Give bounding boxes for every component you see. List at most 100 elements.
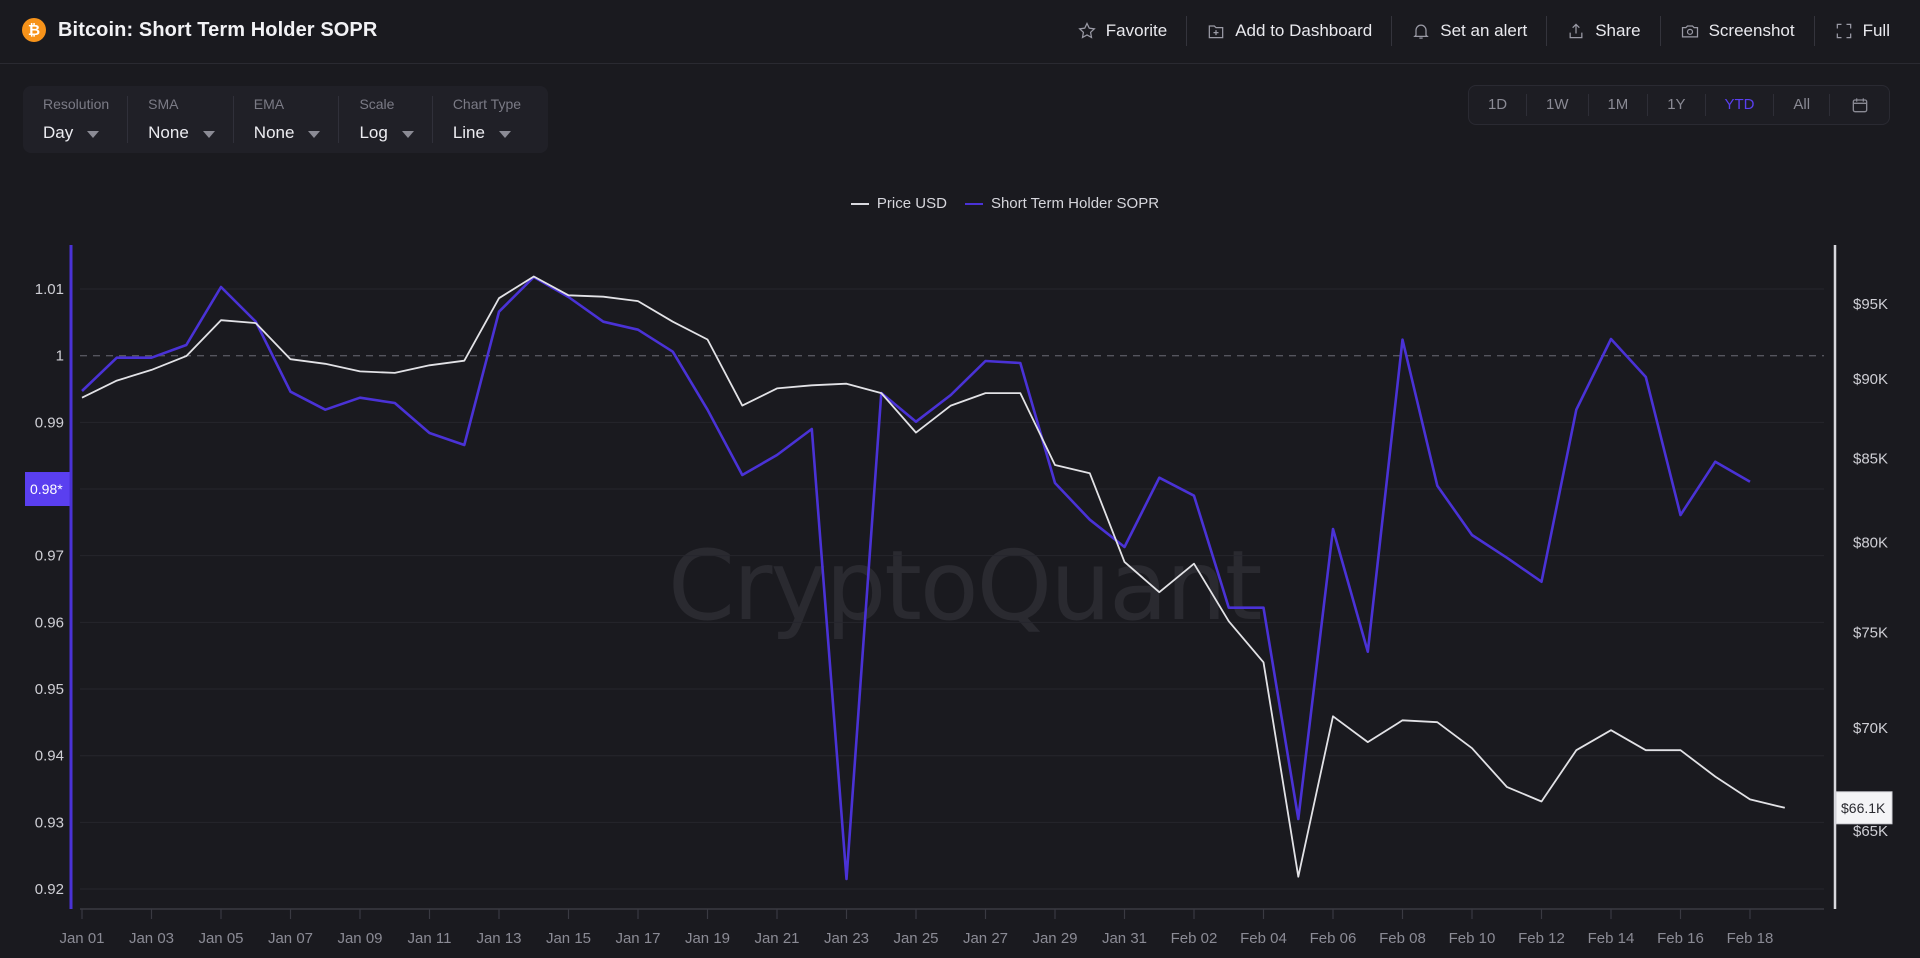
chevron-down-icon [87, 130, 100, 138]
set-alert-button[interactable]: Set an alert [1391, 16, 1546, 46]
resolution-label: Resolution [43, 96, 110, 112]
fullscreen-icon [1836, 23, 1851, 39]
right-axis-tick-label: $70K [1853, 720, 1888, 737]
date-picker-button[interactable] [1829, 94, 1889, 116]
chevron-down-icon [308, 130, 321, 138]
fullscreen-button[interactable]: Full [1813, 16, 1890, 46]
range-1m[interactable]: 1M [1587, 94, 1648, 116]
sma-label: SMA [148, 96, 179, 112]
left-axis-tick-label: 0.95 [35, 681, 64, 698]
chevron-down-icon [401, 130, 414, 138]
last-price-badge [1835, 791, 1893, 825]
x-axis-tick-label: Feb 12 [1518, 930, 1565, 947]
right-axis-tick-label: $85K [1853, 450, 1888, 467]
x-axis-tick-label: Jan 09 [337, 930, 382, 947]
sma-value: None [148, 123, 189, 142]
sopr-swatch [964, 202, 983, 205]
resolution-value: Day [43, 123, 74, 142]
last-price-label: $66.1K [1841, 800, 1886, 816]
axes: 1.01 1 0.99 0.98* 0.97 0.96 0.95 0.94 0.93 0.92 $9… [25, 245, 1893, 947]
left-axis-tick-label: 0.99 [35, 414, 64, 431]
legend-item-price[interactable]: Price USD [850, 195, 947, 212]
left-axis-tick-label: 0.97 [35, 548, 64, 565]
chevron-down-icon [202, 130, 215, 138]
add-to-dashboard-label: Add to Dashboard [1235, 21, 1373, 40]
x-axis-tick-label: Jan 03 [129, 930, 174, 947]
sopr-line [81, 275, 1751, 881]
left-axis-current-value: 0.98* [30, 481, 63, 497]
x-axis-tick-label: Jan 13 [476, 930, 521, 947]
range-1d[interactable]: 1D [1487, 96, 1508, 113]
share-button[interactable]: Share [1546, 16, 1659, 46]
favorite-label: Favorite [1105, 21, 1168, 40]
ema-label: EMA [253, 96, 285, 112]
x-axis-tick-label: Feb 02 [1171, 930, 1218, 947]
x-axis-tick-label: Feb 10 [1449, 930, 1496, 947]
chart-type-value: Line [452, 123, 485, 142]
x-axis-tick-label: Feb 04 [1240, 930, 1287, 947]
range-1y[interactable]: 1Y [1647, 94, 1704, 116]
price-line [81, 275, 1786, 878]
scale-value: Log [359, 123, 388, 142]
x-axis-tick-label: Jan 01 [59, 930, 104, 947]
left-axis-tick-label: 1 [56, 348, 64, 365]
screenshot-label: Screenshot [1708, 21, 1795, 40]
range-all[interactable]: All [1773, 94, 1829, 116]
header-actions: Favorite Add to Dashboard Set an alert S… [1058, 14, 1890, 48]
title-wrap: ₿ Bitcoin: Short Term Holder SOPR [22, 18, 377, 42]
right-axis-tick-label: $80K [1853, 535, 1888, 552]
range-ytd[interactable]: YTD [1704, 94, 1774, 116]
chart-type-label: Chart Type [452, 96, 522, 112]
chart-legend: Price USD Short Term Holder SOPR [0, 195, 1920, 212]
legend-item-sopr[interactable]: Short Term Holder SOPR [964, 195, 1160, 212]
x-axis-tick-label: Jan 27 [963, 930, 1008, 947]
range-1w[interactable]: 1W [1526, 94, 1587, 116]
x-axis-tick-label: Jan 31 [1102, 930, 1147, 947]
share-icon [1569, 23, 1583, 39]
current-value-badge [25, 472, 71, 507]
scale-label: Scale [359, 96, 395, 112]
right-axis-tick-label: $95K [1853, 296, 1888, 313]
right-axis-tick-label: $75K [1853, 624, 1888, 641]
bell-icon [1413, 24, 1430, 39]
scale-dropdown[interactable]: Scale Log [338, 96, 431, 143]
bitcoin-logo-icon: ₿ [22, 18, 46, 42]
x-axis-tick-label: Jan 19 [685, 930, 730, 947]
star-icon [1078, 22, 1096, 39]
left-axis-tick-label: 1.01 [35, 281, 64, 298]
x-axis-tick-label: Jan 11 [408, 930, 452, 947]
share-label: Share [1595, 21, 1641, 40]
series-lines [81, 275, 1786, 881]
fullscreen-label: Full [1862, 21, 1890, 40]
range-selector: 1D 1W 1M 1Y YTD All [1468, 85, 1890, 125]
x-axis-tick-label: Jan 25 [893, 930, 938, 947]
resolution-dropdown[interactable]: Resolution Day [23, 96, 127, 143]
x-axis-tick-label: Jan 05 [198, 930, 243, 947]
x-axis-tick-label: Feb 14 [1588, 930, 1635, 947]
left-axis-tick-label: 0.93 [35, 814, 64, 831]
sma-dropdown[interactable]: SMA None [127, 96, 233, 143]
right-axis-tick-label: $65K [1853, 823, 1888, 840]
legend-price-label: Price USD [876, 195, 947, 212]
x-axis-tick-label: Jan 29 [1032, 930, 1077, 947]
camera-icon [1681, 25, 1698, 38]
x-axis-tick-label: Jan 15 [546, 930, 591, 947]
calendar-icon [1852, 98, 1867, 113]
x-axis-tick-label: Jan 07 [268, 930, 313, 947]
favorite-button[interactable]: Favorite [1058, 16, 1186, 46]
chevron-down-icon [498, 130, 511, 138]
ema-value: None [253, 123, 295, 142]
x-axis-tick-label: Jan 17 [615, 930, 660, 947]
chart-controls: Resolution Day SMA None EMA None Scale L… [23, 86, 548, 153]
header-bar: ₿ Bitcoin: Short Term Holder SOPR Favori… [0, 0, 1920, 64]
legend-sopr-label: Short Term Holder SOPR [990, 195, 1160, 212]
ema-dropdown[interactable]: EMA None [232, 96, 339, 143]
chart-type-dropdown[interactable]: Chart Type Line [431, 96, 539, 143]
set-alert-label: Set an alert [1440, 21, 1528, 40]
left-axis-tick-label: 0.96 [35, 614, 64, 631]
add-to-dashboard-button[interactable]: Add to Dashboard [1186, 16, 1391, 46]
x-axis-tick-label: Jan 23 [824, 930, 869, 947]
right-axis-tick-label: $90K [1853, 371, 1888, 388]
screenshot-button[interactable]: Screenshot [1659, 16, 1814, 46]
